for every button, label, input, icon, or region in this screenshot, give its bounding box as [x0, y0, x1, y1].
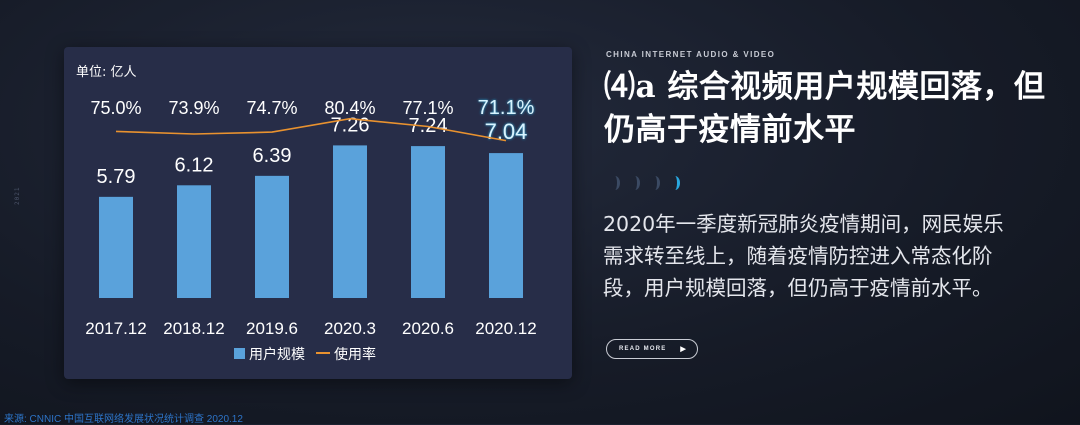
play-arrow-icon: ▶: [680, 346, 687, 353]
pagination-dot-2[interactable]: [630, 176, 640, 190]
x-tick-label-2020.3: 2020.3: [324, 319, 376, 338]
pagination-dot-1[interactable]: [610, 176, 620, 190]
line-value-label-2017.12: 75.0%: [90, 98, 141, 118]
x-tick-label-2018.12: 2018.12: [163, 319, 224, 338]
x-tick-label-2019.6: 2019.6: [246, 319, 298, 338]
bar-2019.6: [255, 175, 289, 298]
bar-value-label-2019.6: 6.39: [253, 145, 292, 167]
line-value-label-2020.12: 71.1%: [478, 97, 535, 119]
pagination-dots: [610, 176, 680, 190]
source-note: 来源: CNNIC 中国互联网络发展状况统计调查 2020.12: [4, 414, 243, 425]
bar-2020.3: [333, 145, 367, 298]
bar-2017.12: [99, 196, 133, 298]
chart-panel: 单位: 亿人 5.79 2017.12 6.12 2018.12 6.39 2019.6 7.…: [64, 47, 572, 379]
section-kicker: CHINA INTERNET AUDIO & VIDEO: [606, 50, 776, 59]
read-more-label: READ MORE: [619, 346, 667, 352]
bar-2018.12: [177, 185, 211, 298]
bar-2020.6: [411, 146, 445, 298]
description-text: 2020年一季度新冠肺炎疫情期间，网民娱乐需求转至线上，随着疫情防控进入常态化阶…: [603, 212, 1004, 300]
bar-value-label-2017.12: 5.79: [97, 166, 136, 188]
combo-chart: 单位: 亿人5.792017.126.122018.126.392019.67.…: [76, 65, 537, 363]
x-tick-label-2020.6: 2020.6: [402, 319, 454, 338]
page-title: ⑷a 综合视频用户规模回落，但仍高于疫情前水平: [604, 69, 1046, 148]
x-tick-label-2017.12: 2017.12: [85, 319, 146, 338]
line-value-label-2018.12: 73.9%: [168, 98, 219, 118]
bar-2020.12: [489, 153, 523, 298]
usage-rate-line: [115, 117, 507, 142]
side-year-mark: 2021: [14, 186, 21, 205]
line-value-label-2020.6: 77.1%: [402, 98, 453, 118]
line-value-label-2020.3: 80.4%: [324, 98, 375, 118]
legend-label-bar: 用户规模: [249, 346, 305, 363]
x-tick-label-2020.12: 2020.12: [475, 319, 536, 338]
legend-label-line: 使用率: [334, 346, 376, 363]
legend-swatch-bar: [234, 348, 245, 359]
line-value-label-2019.6: 74.7%: [246, 98, 297, 118]
read-more-button[interactable]: READ MORE ▶: [606, 339, 698, 359]
pagination-dot-4-active[interactable]: [670, 176, 680, 190]
bar-value-label-2018.12: 6.12: [175, 154, 214, 176]
pagination-dot-3[interactable]: [650, 176, 660, 190]
chart-unit-label: 单位: 亿人: [76, 65, 137, 80]
